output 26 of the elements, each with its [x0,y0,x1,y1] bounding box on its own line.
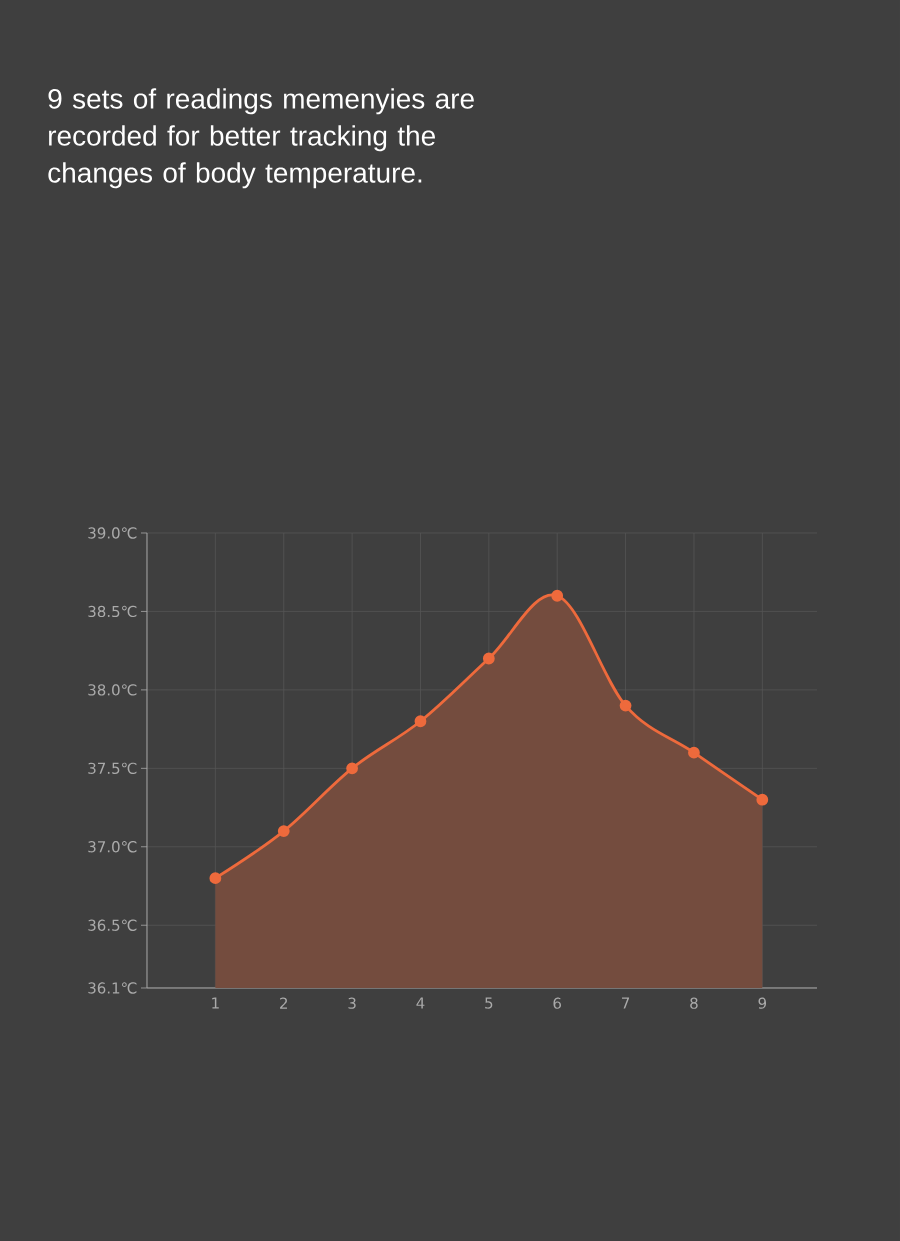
point [414,715,427,728]
y-tick-label: 38.0℃ [88,684,137,696]
point [551,589,564,602]
y-tick-label: 37.0℃ [88,841,137,853]
point [277,825,290,837]
point [346,762,358,775]
chart-title: 9 sets of readings memenyies are recorded for better tracking the changes of body temperature. [48,88,474,189]
x-tick-label: 4 [416,997,425,1009]
x-tick-label: 6 [553,997,562,1009]
y-tick-label: 39.0℃ [88,527,137,539]
y-tick-label: 38.5℃ [88,605,137,618]
point [688,746,700,759]
point [482,652,495,665]
y-tick-label: 36.1℃ [88,982,137,994]
x-tick-label: 2 [280,997,288,1009]
point [619,699,632,712]
x-tick-label: 1 [212,997,219,1009]
y-tick-label: 37.5℃ [88,762,137,775]
x-tick-label: 8 [690,997,698,1009]
x-tick-label: 7 [622,997,630,1009]
x-tick-label: 5 [485,997,493,1009]
point [209,872,222,885]
y-tick-label: 36.5℃ [88,919,137,931]
x-tick-label: 9 [758,997,767,1009]
x-tick-label: 3 [348,997,356,1009]
point [756,793,769,806]
